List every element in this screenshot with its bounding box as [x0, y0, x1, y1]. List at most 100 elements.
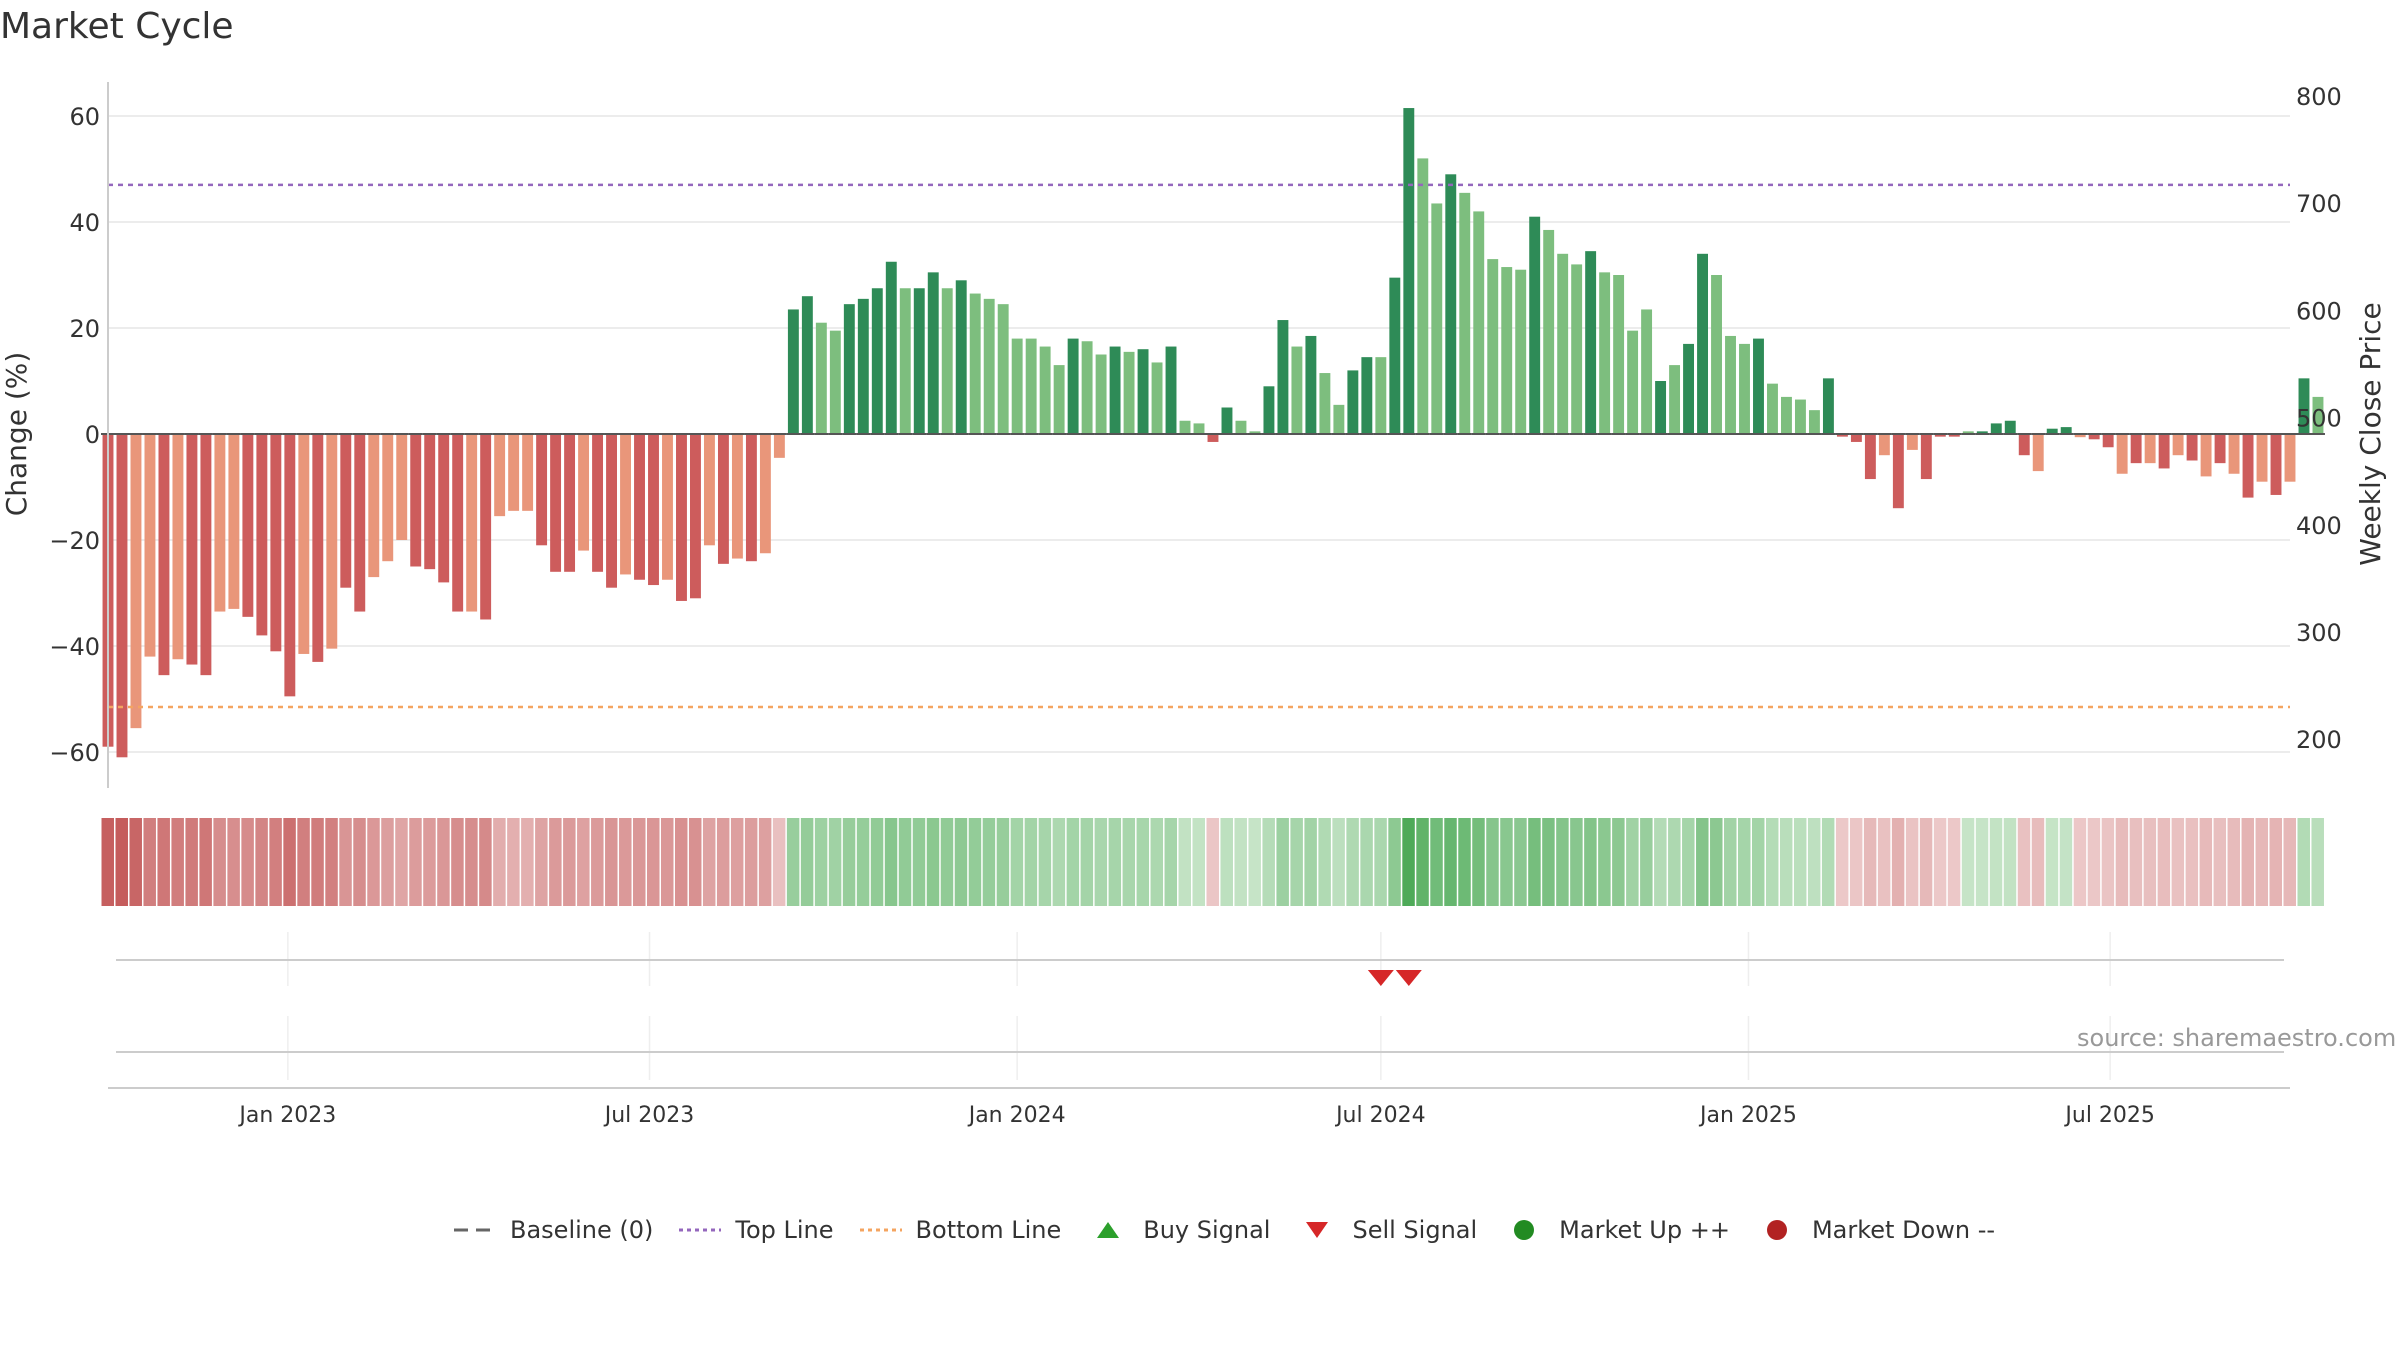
heat-cell: [1486, 818, 1499, 906]
change-bar: [1445, 174, 1457, 435]
change-bar: [1962, 431, 1974, 434]
x-tick-label: Jul 2024: [1334, 1103, 1426, 1128]
change-bar: [270, 434, 282, 652]
heat-cell: [465, 818, 478, 906]
heat-cell: [1682, 818, 1695, 906]
gridlines: [108, 115, 2290, 1080]
heat-cell: [1989, 818, 2003, 906]
change-bar: [2172, 434, 2184, 456]
heat-cell: [1164, 818, 1178, 906]
heat-cell: [1318, 818, 1331, 906]
heat-cell: [2129, 818, 2143, 906]
heat-cell: [353, 818, 366, 906]
y-tick-label: −60: [49, 739, 100, 767]
change-bar: [676, 434, 687, 601]
change-bar: [508, 434, 520, 511]
change-bar: [256, 434, 268, 636]
heat-cell: [1206, 818, 1219, 906]
heat-cell: [898, 818, 912, 906]
change-bar: [2116, 434, 2128, 474]
heat-cell: [1863, 818, 1877, 906]
change-bar: [2144, 434, 2156, 464]
change-bar: [1892, 434, 1904, 509]
heat-cell: [744, 818, 758, 906]
change-bar: [340, 434, 352, 588]
heat-cell: [129, 818, 142, 906]
heat-cell: [1122, 818, 1136, 906]
heat-cell: [1136, 818, 1150, 906]
tick-labels: −60 −40 −20 0 20 40 60 200 300 400 500 600 700 800 Jan…: [49, 83, 2341, 1128]
heat-cell: [2283, 818, 2296, 906]
heat-cell: [828, 818, 842, 906]
change-bar: [885, 261, 897, 434]
heat-cell: [1332, 818, 1345, 906]
change-bar: [1179, 420, 1191, 434]
change-bar: [2074, 434, 2086, 438]
x-tick-label: Jan 2023: [237, 1103, 336, 1128]
signal-markers: [1367, 970, 1422, 986]
sell-signal-marker: [1367, 970, 1394, 986]
heat-cell: [996, 818, 1010, 906]
y2-tick-label: 300: [2296, 619, 2342, 647]
change-bar: [745, 434, 757, 562]
change-bar: [1305, 335, 1317, 434]
y-tick-label: −20: [49, 527, 100, 555]
heat-cell: [1500, 818, 1513, 906]
change-bar: [424, 434, 436, 570]
heat-cell: [1388, 818, 1401, 906]
change-bar: [731, 434, 743, 559]
axes: [107, 82, 2290, 1089]
change-bar: [1669, 365, 1681, 434]
heat-cell: [1248, 818, 1261, 906]
heat-cell: [1891, 818, 1905, 906]
change-bar: [1934, 434, 1946, 437]
heat-cell: [1765, 818, 1779, 906]
heat-cell: [1598, 818, 1611, 906]
legend-item-buy-signal: Buy Signal: [1085, 1216, 1270, 1244]
heat-cell: [2269, 818, 2283, 906]
change-bar: [480, 434, 492, 620]
heat-cell: [660, 818, 674, 906]
change-bar: [2046, 428, 2058, 434]
change-bar: [2060, 427, 2072, 434]
change-bar: [1473, 211, 1485, 434]
change-bar: [466, 434, 478, 612]
change-bar: [1207, 434, 1219, 442]
change-bar: [1151, 362, 1163, 434]
change-bar: [1794, 399, 1806, 434]
y-tick-label: 40: [69, 209, 100, 237]
change-bar: [1655, 381, 1667, 434]
y2-tick-label: 600: [2296, 297, 2342, 325]
y2-tick-label: 200: [2296, 726, 2342, 754]
y-tick-label: 0: [85, 421, 100, 449]
heat-cell: [2031, 818, 2045, 906]
change-bar: [1067, 338, 1079, 434]
heat-cell: [605, 818, 618, 906]
heat-cell: [493, 818, 506, 906]
y-tick-label: −40: [49, 633, 100, 661]
heat-cell: [2171, 818, 2185, 906]
heat-cell: [185, 818, 198, 906]
heat-cell: [1626, 818, 1639, 906]
heat-cell: [912, 818, 926, 906]
change-bar: [969, 293, 981, 434]
heat-cell: [982, 818, 996, 906]
change-bar: [815, 322, 827, 434]
heat-cell: [1793, 818, 1807, 906]
change-bar: [214, 434, 226, 612]
change-bar: [1431, 203, 1443, 434]
change-bar: [1361, 357, 1373, 434]
buy-signal-icon: [1085, 1218, 1131, 1242]
heat-cell: [884, 818, 898, 906]
heat-cell: [255, 818, 268, 906]
change-bar: [536, 434, 548, 546]
heat-cell: [1905, 818, 1919, 906]
heat-cell: [968, 818, 982, 906]
legend-label-bottom-line: Bottom Line: [915, 1216, 1062, 1244]
change-bar: [1739, 343, 1750, 434]
change-bar: [1990, 423, 2002, 434]
heat-cell: [1849, 818, 1863, 906]
heat-cell: [954, 818, 968, 906]
y-axis-label: Change (%): [0, 352, 33, 517]
